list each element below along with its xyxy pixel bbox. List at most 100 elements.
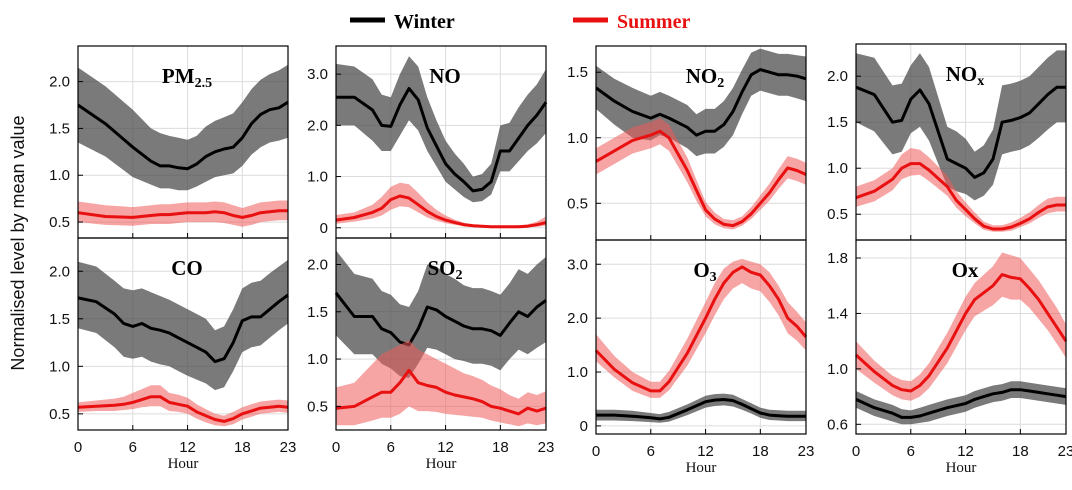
- panel-title: NO2: [686, 64, 725, 91]
- x-tick-label: 23: [538, 439, 555, 456]
- y-axis-label: Normalised level by mean value: [8, 115, 28, 370]
- y-tick-label: 1.0: [307, 351, 328, 368]
- x-tick-label: 0: [852, 443, 860, 460]
- y-tick-label: 2.0: [567, 310, 588, 327]
- x-axis-label: Hour: [686, 460, 717, 476]
- y-tick-label: 1.0: [827, 160, 848, 177]
- winter-range-band: [856, 50, 1066, 201]
- x-tick-label: 6: [387, 439, 395, 456]
- panel-nox: 0.5 1.0 1.5 2.0 NOx: [827, 43, 1067, 241]
- summer-mean-line: [595, 129, 807, 228]
- summer-range-band: [596, 118, 806, 230]
- x-tick-label: 18: [492, 439, 509, 456]
- y-tick-label: 1.0: [49, 358, 70, 375]
- plot-frame: [855, 239, 1067, 435]
- legend-summer-label: Summer: [617, 11, 690, 33]
- x-tick-label: 0: [74, 439, 82, 456]
- y-tick-label: 2.0: [827, 68, 848, 85]
- y-tick-label: 3.0: [567, 256, 588, 273]
- panel-title: NO: [429, 64, 461, 88]
- x-tick-label: 23: [1058, 443, 1072, 460]
- y-tick-label: 1.5: [567, 64, 588, 81]
- y-tick-label: 0.5: [49, 214, 70, 231]
- summer-mean-line: [594, 265, 808, 393]
- winter-mean-line: [855, 388, 1067, 419]
- summer-mean-line: [77, 395, 289, 423]
- y-tick-label: 0: [320, 220, 328, 237]
- y-tick-label: 1.5: [827, 114, 848, 131]
- panel-o3: 0 1.0 2.0 3.0 0 6 12 18 23 Hour O3: [567, 239, 815, 476]
- panel-title: Ox: [952, 258, 979, 282]
- summer-mean-line: [854, 273, 1068, 393]
- panel-title: CO: [171, 256, 203, 280]
- y-tick-label: 1.0: [567, 364, 588, 381]
- summer-mean-line: [335, 368, 547, 416]
- winter-range-band: [596, 393, 806, 423]
- y-tick-label: 2.0: [307, 117, 328, 134]
- x-tick-label: 0: [332, 439, 340, 456]
- panel-title: NOx: [946, 62, 985, 89]
- y-tick-label: 1.0: [307, 169, 328, 186]
- panel-title: O3: [693, 258, 716, 285]
- x-tick-label: 18: [752, 443, 769, 460]
- x-tick-label: 6: [907, 443, 915, 460]
- y-tick-label: 2.0: [49, 74, 70, 91]
- x-tick-label: 0: [592, 443, 600, 460]
- y-tick-label: 1.5: [49, 311, 70, 328]
- x-axis-label: Hour: [426, 456, 457, 472]
- panel-ox: 0.6 1.0 1.4 1.8 0 6 12 18 23 Hour Ox: [827, 239, 1072, 476]
- x-tick-label: 12: [437, 439, 454, 456]
- y-tick-label: 0.5: [307, 398, 328, 415]
- winter-mean-line: [77, 293, 289, 364]
- y-tick-label: 0.5: [567, 195, 588, 212]
- panel-no2: 0.5 1.0 1.5 NO2: [567, 45, 807, 241]
- y-tick-label: 0.5: [49, 406, 70, 423]
- x-axis-label: Hour: [168, 456, 199, 472]
- y-tick-label: 1.8: [827, 250, 848, 267]
- plot-frame: [77, 237, 289, 431]
- plot-frame: [335, 237, 547, 431]
- y-tick-label: 0: [580, 418, 588, 435]
- x-tick-label: 18: [1012, 443, 1029, 460]
- x-tick-label: 23: [798, 443, 815, 460]
- x-axis-label: Hour: [946, 460, 977, 476]
- panel-title: PM2.5: [162, 64, 212, 91]
- summer-mean-line: [77, 209, 288, 219]
- winter-range-band: [336, 56, 546, 203]
- summer-range-band: [336, 340, 546, 427]
- y-tick-label: 1.4: [827, 305, 848, 322]
- y-tick-label: 1.5: [307, 304, 328, 321]
- legend: Winter Summer: [350, 11, 690, 33]
- summer-mean-line: [335, 194, 547, 229]
- y-tick-label: 1.0: [49, 167, 70, 184]
- summer-range-band: [336, 182, 546, 228]
- plot-frame: [595, 239, 807, 435]
- y-tick-label: 0.5: [827, 206, 848, 223]
- winter-mean-line: [596, 398, 806, 421]
- panel-so2: 0.5 1.0 1.5 2.0 0 6 12 18 23 Hour SO2: [307, 237, 555, 472]
- legend-winter-label: Winter: [394, 11, 455, 33]
- summer-range-band: [856, 252, 1066, 401]
- y-tick-label: 2.0: [307, 256, 328, 273]
- winter-mean-line: [77, 100, 289, 171]
- x-tick-label: 18: [234, 439, 251, 456]
- panel-co: 0.5 1.0 1.5 2.0 0 6 12 18 23 Hour CO: [49, 237, 296, 472]
- x-tick-label: 6: [129, 439, 137, 456]
- y-tick-label: 1.0: [567, 130, 588, 147]
- x-tick-label: 12: [179, 439, 196, 456]
- y-tick-label: 3.0: [307, 66, 328, 83]
- y-tick-label: 0.6: [827, 416, 848, 433]
- winter-mean-line: [336, 87, 548, 193]
- winter-range-band: [78, 64, 288, 191]
- winter-mean-line: [855, 85, 1066, 179]
- summer-range-band: [856, 148, 1066, 232]
- winter-mean-line: [334, 291, 547, 347]
- x-tick-label: 12: [697, 443, 714, 460]
- y-tick-label: 1.0: [827, 361, 848, 378]
- winter-range-band: [78, 259, 288, 391]
- winter-range-band: [856, 381, 1066, 425]
- panel-pm25: 0.5 1.0 1.5 2.0 PM2.5: [49, 45, 289, 239]
- panel-title: SO2: [427, 256, 462, 283]
- y-tick-label: 1.5: [49, 120, 70, 137]
